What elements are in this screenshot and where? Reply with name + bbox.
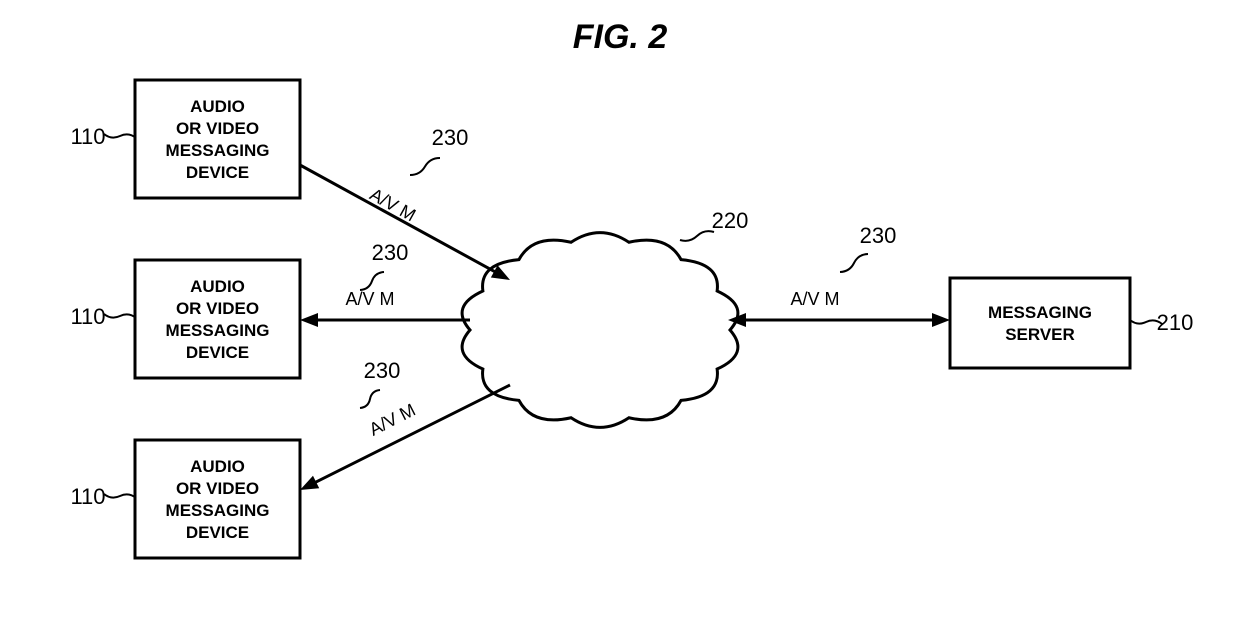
node-label-line: DEVICE	[186, 343, 249, 362]
node-label-line: AUDIO	[190, 97, 245, 116]
node-ref: 110	[70, 124, 105, 149]
node-label-line: DEVICE	[186, 163, 249, 182]
node-dev3: AUDIO OR VIDEO MESSAGING DEVICE 110	[70, 440, 300, 558]
edge-ref: 230	[860, 223, 897, 248]
node-label-line: DEVICE	[186, 523, 249, 542]
node-ref: 110	[70, 304, 105, 329]
node-label-line: OR VIDEO	[176, 119, 259, 138]
edge-ref: 230	[432, 125, 469, 150]
edge-label: A/V M	[367, 184, 420, 225]
node-label-line: MESSAGING	[166, 141, 270, 160]
figure-title: FIG. 2	[573, 18, 668, 56]
edge-ref: 230	[364, 358, 401, 383]
network-cloud: 220	[462, 208, 748, 427]
node-server: MESSAGING SERVER 210	[950, 278, 1193, 368]
diagram-canvas: FIG. 2220A/V M230A/V M230A/V M230A/V M23…	[0, 0, 1240, 641]
node-ref: 210	[1157, 310, 1194, 335]
cloud-ref: 220	[712, 208, 749, 233]
node-label-line: MESSAGING	[166, 501, 270, 520]
node-dev1: AUDIO OR VIDEO MESSAGING DEVICE 110	[70, 80, 300, 198]
node-ref: 110	[70, 484, 105, 509]
node-label-line: OR VIDEO	[176, 299, 259, 318]
node-label-line: OR VIDEO	[176, 479, 259, 498]
node-label-line: MESSAGING	[988, 303, 1092, 322]
edge-e2: A/V M 230	[300, 240, 470, 327]
node-dev2: AUDIO OR VIDEO MESSAGING DEVICE 110	[70, 260, 300, 378]
edge-e3: A/V M230	[300, 358, 510, 490]
node-label-line: MESSAGING	[166, 321, 270, 340]
node-label-line: AUDIO	[190, 277, 245, 296]
edge-e4: A/V M 230	[728, 223, 950, 327]
edge-label: A/V M	[345, 289, 394, 309]
edge-ref: 230	[372, 240, 409, 265]
edge-label: A/V M	[790, 289, 839, 309]
node-label-line: AUDIO	[190, 457, 245, 476]
node-label-line: SERVER	[1005, 325, 1075, 344]
